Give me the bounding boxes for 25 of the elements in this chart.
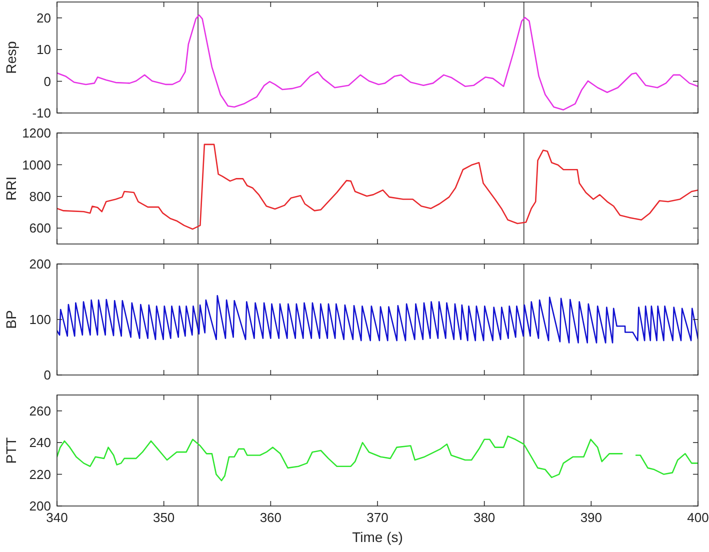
y-axis-title: RRI <box>3 176 19 201</box>
x-tick-label: 380 <box>473 510 496 525</box>
y-tick-label: 240 <box>29 435 51 450</box>
y-tick-label: 0 <box>44 74 51 89</box>
y-tick-label: 10 <box>36 42 51 58</box>
y-tick-label: 200 <box>29 256 51 272</box>
y-axis-title: PTT <box>3 436 19 464</box>
x-tick-label: 350 <box>152 510 175 525</box>
x-tick-label: 400 <box>687 510 709 525</box>
y-tick-label: 600 <box>29 220 51 236</box>
y-tick-label: 220 <box>29 466 51 482</box>
y-tick-label: 0 <box>44 368 51 383</box>
x-tick-label: 360 <box>260 510 282 525</box>
y-axis-title: Resp <box>3 40 19 74</box>
y-tick-label: 1200 <box>22 126 51 141</box>
y-tick-label: 20 <box>36 10 51 26</box>
y-tick-label: 1000 <box>22 157 51 172</box>
y-tick-label: 260 <box>29 403 51 418</box>
y-axis-title: BP <box>3 310 19 329</box>
x-tick-label: 390 <box>580 510 602 525</box>
y-tick-label: -10 <box>32 106 51 121</box>
y-tick-label: 800 <box>29 188 51 204</box>
y-tick-label: 100 <box>29 312 51 328</box>
x-axis-title: Time (s) <box>352 529 403 545</box>
x-tick-label: 370 <box>366 510 388 525</box>
